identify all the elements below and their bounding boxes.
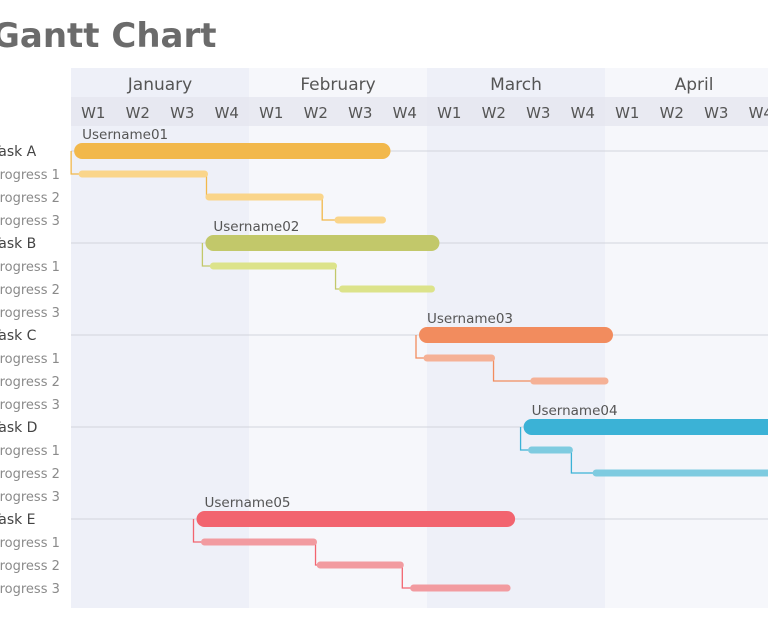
week-label: W4	[393, 104, 417, 122]
owner-label: Username02	[213, 219, 299, 235]
task-label: Task E	[0, 512, 36, 528]
progress-label: Progress 1	[0, 536, 60, 551]
progress-label: Progress 3	[0, 398, 60, 413]
month-label: February	[300, 75, 375, 95]
progress-label: Progress 2	[0, 467, 60, 482]
progress-label: Progress 1	[0, 260, 60, 275]
progress-label: Progress 2	[0, 191, 60, 206]
task-label: Task D	[0, 420, 37, 436]
week-label: W1	[259, 104, 283, 122]
connector-line	[70, 151, 83, 175]
week-label: W3	[170, 104, 194, 122]
week-label: W3	[526, 104, 550, 122]
week-label: W1	[437, 104, 461, 122]
month-band	[605, 68, 768, 608]
progress-label: Progress 2	[0, 559, 60, 574]
connector-line	[415, 335, 427, 359]
task-label: Task B	[0, 236, 36, 252]
owner-label: Username03	[427, 311, 513, 327]
progress-label: Progress 2	[0, 283, 60, 298]
week-label: W1	[81, 104, 105, 122]
connector-line	[519, 427, 532, 451]
week-label: W2	[660, 104, 684, 122]
task-label: Task C	[0, 328, 37, 344]
progress-label: Progress 1	[0, 352, 60, 367]
progress-label: Progress 3	[0, 490, 60, 505]
week-label: W2	[482, 104, 506, 122]
progress-label: Progress 3	[0, 582, 60, 597]
week-header-band	[71, 97, 768, 126]
week-label: W1	[615, 104, 639, 122]
task-label: Task A	[0, 144, 37, 160]
owner-label: Username01	[82, 127, 168, 143]
connector-line	[192, 519, 205, 543]
month-label: March	[490, 75, 542, 95]
owner-label: Username05	[205, 495, 291, 511]
progress-label: Progress 2	[0, 375, 60, 390]
week-label: W4	[571, 104, 595, 122]
week-label: W4	[749, 104, 768, 122]
week-label: W4	[215, 104, 239, 122]
progress-label: Progress 3	[0, 306, 60, 321]
week-label: W3	[704, 104, 728, 122]
owner-label: Username04	[532, 403, 618, 419]
month-label: January	[127, 75, 192, 95]
month-label: April	[675, 75, 714, 95]
progress-label: Progress 3	[0, 214, 60, 229]
progress-label: Progress 1	[0, 168, 60, 183]
connector-line	[201, 243, 214, 267]
chart-title: Gantt Chart	[0, 16, 217, 56]
week-label: W3	[348, 104, 372, 122]
week-label: W2	[304, 104, 328, 122]
week-label: W2	[126, 104, 150, 122]
progress-label: Progress 1	[0, 444, 60, 459]
